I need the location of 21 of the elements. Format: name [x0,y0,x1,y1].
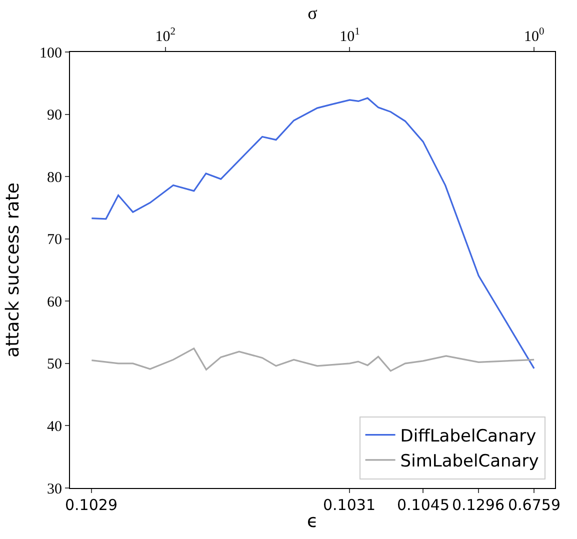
x2-axis-title: ϵ [306,511,318,532]
annotation: 0.1029 [65,496,118,514]
y-axis-title: attack success rate [2,182,24,358]
y-tick-label: 50 [47,356,62,373]
annotation: 0.6759 [508,496,560,514]
y-tick-label: 90 [47,108,62,124]
x-tick-label: 10$^{0}$ [524,26,544,45]
legend-label: DiffLabelCanary [400,426,536,446]
y-tick-label: 70 [47,232,62,248]
annotation: 0.1045 [397,496,450,514]
x-tick-label: 10$^{1}$ [340,26,360,45]
y-tick-label: 60 [47,294,62,310]
x-tick-label: 10$^{2}$ [155,26,176,45]
legend-label: SimLabelCanary [400,452,539,472]
y-tick-label: 40 [47,418,62,435]
annotation: 0.1296 [452,496,504,514]
y-tick-label: 80 [47,170,62,186]
annotation: 0.1031 [323,496,376,514]
x-axis-title: σ [308,2,318,23]
y-tick-label: 100 [40,45,62,62]
y-tick-label: 30 [47,481,62,498]
